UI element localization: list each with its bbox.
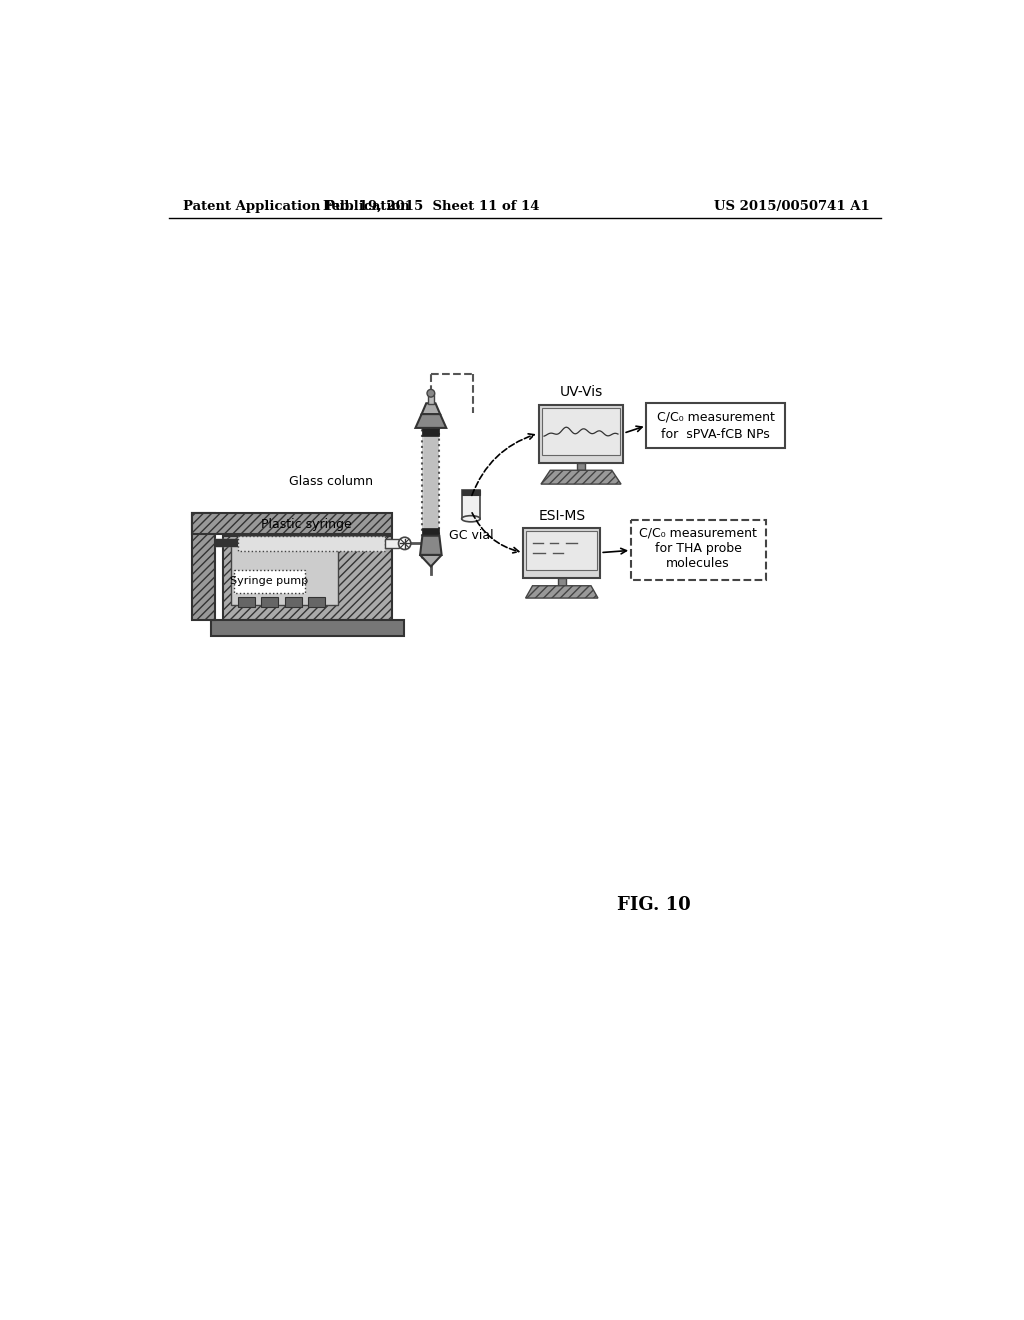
Text: Plastic syringe: Plastic syringe [261, 517, 352, 531]
Polygon shape [541, 470, 621, 484]
Polygon shape [420, 554, 441, 566]
Circle shape [427, 389, 435, 397]
Polygon shape [525, 586, 598, 598]
Bar [385, 539, 398, 548]
Text: C/C₀ measurement: C/C₀ measurement [639, 527, 757, 539]
Bar [211, 620, 403, 636]
Bar [285, 597, 301, 607]
Bar [239, 597, 255, 607]
FancyBboxPatch shape [233, 570, 304, 593]
Bar [424, 429, 438, 557]
Bar [539, 405, 624, 462]
Bar [558, 578, 565, 586]
Text: ESI-MS: ESI-MS [539, 508, 586, 523]
Text: FIG. 10: FIG. 10 [617, 896, 691, 915]
Text: GC vial: GC vial [449, 529, 494, 543]
Bar [239, 536, 385, 552]
Bar [462, 490, 480, 495]
Bar [230, 544, 339, 605]
Bar [261, 597, 279, 607]
Bar [523, 528, 600, 578]
Text: Patent Application Publication: Patent Application Publication [183, 199, 410, 213]
Bar [462, 490, 480, 519]
Text: Feb. 19, 2015  Sheet 11 of 14: Feb. 19, 2015 Sheet 11 of 14 [323, 199, 539, 213]
Bar [578, 462, 585, 470]
Polygon shape [416, 414, 446, 428]
Text: for THA probe: for THA probe [654, 541, 741, 554]
Bar [193, 512, 392, 535]
Bar [307, 597, 325, 607]
Ellipse shape [462, 516, 480, 521]
Bar [631, 520, 766, 581]
Bar [193, 512, 215, 620]
Bar [422, 528, 439, 536]
Bar [542, 408, 621, 455]
Text: C/C₀ measurement: C/C₀ measurement [656, 411, 775, 424]
Text: UV-Vis: UV-Vis [559, 385, 603, 400]
Bar [526, 531, 597, 570]
Text: molecules: molecules [667, 557, 730, 570]
Text: Glass column: Glass column [289, 475, 373, 488]
Polygon shape [420, 536, 441, 554]
Bar [428, 393, 434, 404]
Bar [646, 404, 785, 447]
Polygon shape [422, 404, 440, 414]
Bar [422, 428, 439, 436]
Bar [422, 428, 439, 558]
Text: for  sPVA-fCB NPs: for sPVA-fCB NPs [662, 428, 770, 441]
Text: US 2015/0050741 A1: US 2015/0050741 A1 [714, 199, 869, 213]
Text: Syringe pump: Syringe pump [230, 576, 308, 586]
Circle shape [398, 537, 411, 549]
Bar [223, 536, 392, 620]
